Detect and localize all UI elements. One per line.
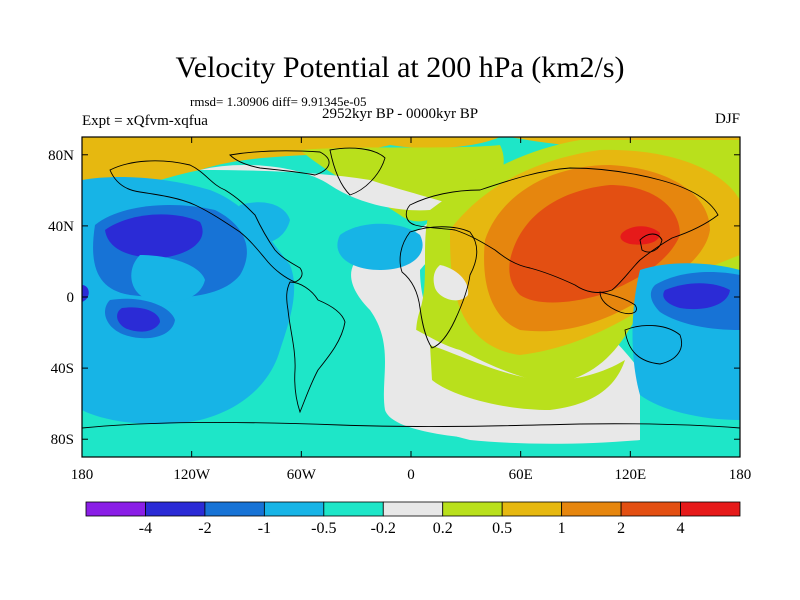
colorbar-label: 0.5: [492, 520, 513, 537]
stats-line: rmsd= 1.30906 diff= 9.91345e-05: [190, 94, 367, 109]
colorbar-swatch: [680, 501, 741, 517]
y-tick-label: 80S: [51, 432, 74, 448]
coastline-eurasia: [405, 167, 719, 293]
coastline-antarctica: [82, 421, 740, 429]
region-dateline-blue: [82, 285, 89, 302]
colorbar-label: 1: [557, 520, 566, 537]
colorbar-swatch: [620, 501, 681, 517]
colorbar-label: -2: [198, 520, 212, 537]
region-south-pacific-darkblue: [117, 307, 160, 332]
colorbar-swatch: [204, 501, 265, 517]
colorbar-label: -0.5: [311, 520, 337, 537]
colorbar-swatch: [382, 501, 444, 517]
region-atlantic-blue: [337, 223, 423, 270]
x-tick-label: 180: [729, 467, 752, 483]
x-tick-label: 0: [407, 467, 415, 483]
y-tick-label: 40N: [48, 219, 74, 235]
region-asia-red: [509, 185, 680, 303]
period-label: 2952kyr BP - 0000kyr BP: [322, 106, 479, 122]
experiment-label: Expt = xQfvm-xqfua: [82, 113, 208, 129]
map-title: Velocity Potential at 200 hPa (km2/s): [175, 51, 625, 84]
coastline-greenland: [329, 147, 386, 196]
colorbar-swatch: [145, 501, 206, 517]
coastline-canadian-arctic: [229, 150, 330, 176]
colorbar-label: 0.2: [432, 520, 453, 537]
x-axis-ticks: 180 120W 60W 0 60E 120E 180: [71, 137, 752, 483]
coastline-indonesia: [599, 291, 637, 315]
region-west-pacific-darkblue: [663, 283, 730, 310]
colorbar-swatch: [263, 501, 325, 517]
region-east-asia-max: [620, 226, 660, 245]
y-axis-ticks: 80N 40N 0 40S 80S: [48, 148, 740, 448]
region-arctic-2: [82, 137, 500, 215]
x-tick-label: 120E: [614, 467, 646, 483]
y-tick-label: 0: [67, 290, 75, 306]
season-label: DJF: [714, 111, 740, 127]
colorbar-swatch: [501, 501, 563, 517]
colorbar: [85, 501, 741, 517]
colorbar-swatch: [561, 501, 622, 517]
region-africa-grey: [433, 265, 469, 301]
region-pacific-darkblue: [105, 214, 203, 258]
coastline-australia: [624, 324, 682, 365]
y-tick-label: 80N: [48, 148, 74, 164]
colorbar-label: -4: [138, 520, 153, 537]
colorbar-swatch: [85, 501, 146, 517]
colorbar-label: -1: [257, 520, 272, 537]
x-tick-label: 60E: [509, 467, 533, 483]
coastline-africa: [399, 226, 478, 349]
colorbar-label: -0.2: [370, 520, 396, 537]
region-south-indian-green: [430, 345, 625, 410]
x-tick-label: 120W: [173, 467, 211, 483]
y-tick-label: 40S: [51, 361, 74, 377]
coastline-north-america: [109, 160, 303, 283]
x-tick-label: 60W: [287, 467, 317, 483]
coastlines: [82, 147, 740, 429]
colorbar-label: 2: [617, 520, 626, 537]
colorbar-label: 4: [676, 520, 685, 537]
colorbar-swatch: [442, 501, 503, 517]
colorbar-swatch: [323, 501, 384, 517]
coastline-japan: [639, 233, 663, 253]
region-pacific-lightblue-2: [131, 255, 205, 302]
coastline-south-america: [286, 281, 346, 414]
x-tick-label: 180: [71, 467, 94, 483]
contour-field: [82, 137, 740, 457]
